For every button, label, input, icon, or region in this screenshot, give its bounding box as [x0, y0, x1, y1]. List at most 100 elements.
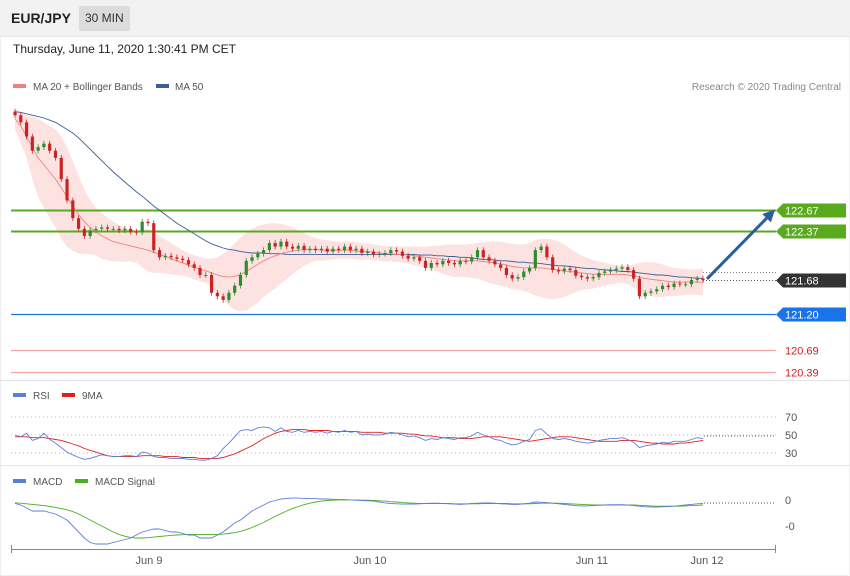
rsi-legend-label: RSI [33, 391, 50, 402]
candle-body [198, 267, 202, 276]
forecast-arrow [705, 209, 775, 281]
candle-body [53, 150, 58, 158]
candle-body [250, 257, 254, 261]
candle-body [337, 248, 341, 251]
ma20-legend-label: MA 20 + Bollinger Bands [33, 82, 143, 93]
candle-body [105, 227, 110, 229]
candle-body [314, 248, 318, 251]
research-credit: Research © 2020 Trading Central [692, 82, 841, 93]
candle-body [163, 255, 167, 258]
candle-body [632, 270, 636, 279]
candle-body [129, 228, 133, 232]
candle-body [42, 143, 46, 148]
candle-body [701, 278, 705, 280]
candle-body [412, 257, 416, 259]
candle-body [134, 231, 139, 233]
candle-body [562, 268, 566, 272]
candle-body [481, 250, 485, 258]
candle-body [551, 257, 555, 271]
candle-body [684, 284, 688, 286]
macd-legend-swatch [13, 479, 26, 483]
ma20-line [14, 118, 703, 283]
candle-body [342, 246, 347, 251]
candle-body [100, 227, 104, 229]
rsi-ma-line [15, 429, 704, 459]
candle-body [377, 253, 381, 255]
candle-body [637, 278, 641, 297]
candle-body [267, 243, 271, 251]
candle-body [695, 278, 699, 280]
candle-body [169, 255, 173, 258]
level-tag-122-37: 122.37 [785, 227, 819, 239]
candle-body [331, 248, 335, 252]
candle-body [643, 292, 647, 297]
candle-body [238, 275, 243, 286]
candle-body [360, 248, 364, 253]
candle-body [470, 257, 474, 262]
candle-body [510, 275, 514, 279]
candle-body [383, 252, 387, 254]
rsi-tick-70: 70 [785, 412, 797, 424]
candle-body [545, 246, 549, 258]
forecast-arrow-shaft [705, 217, 768, 281]
candle-body [499, 264, 503, 268]
candle-body [209, 275, 214, 293]
candle-body [603, 271, 607, 273]
candle-body [672, 283, 676, 288]
rsi-legend-swatch [13, 393, 26, 397]
candle-body [458, 260, 462, 265]
ma50-legend-swatch [156, 84, 169, 88]
price-panel: MA 20 + Bollinger Bands MA 50 Research ©… [11, 82, 846, 380]
timeframe-button[interactable]: 30 MIN [79, 6, 130, 31]
candle-body [649, 291, 653, 293]
candle-body [279, 241, 283, 247]
chart-border [0, 36, 850, 576]
candle-body [429, 262, 433, 268]
candle-body [591, 277, 595, 279]
macd-tick-zero: 0 [785, 495, 791, 507]
candle-body [354, 248, 358, 251]
candle-body [146, 221, 150, 224]
candle-body [418, 257, 422, 261]
level-tag-121-20-box [776, 307, 846, 322]
ma50-legend-label: MA 50 [175, 82, 204, 93]
candle-body [475, 250, 480, 258]
candle-body [423, 260, 428, 268]
candle-body [65, 179, 69, 201]
candle-body [244, 260, 248, 276]
level-tag-120-69: 120.69 [785, 346, 819, 358]
candle-body [256, 253, 260, 258]
candle-body [325, 248, 329, 252]
candle-body [262, 250, 266, 254]
candle-body [88, 230, 92, 236]
macd-legend-label: MACD [33, 477, 62, 488]
x-label-jun9: Jun 9 [136, 555, 163, 567]
macd-panel: MACD MACD Signal 0 -0 [13, 477, 795, 545]
candle-body [319, 248, 324, 251]
candle-body [215, 292, 219, 297]
candle-body [614, 268, 618, 271]
candle-body [666, 285, 670, 288]
rsi-tick-50: 50 [785, 430, 797, 442]
candle-body [435, 262, 439, 265]
forecast-arrow-head [762, 209, 775, 223]
level-tag-120-39: 120.39 [785, 368, 819, 380]
candle-body [689, 279, 694, 285]
candle-body [493, 260, 497, 265]
candle-body [556, 270, 561, 272]
level-tag-122-37-box [776, 224, 846, 239]
candle-body [568, 268, 572, 271]
candle-body [366, 251, 370, 253]
time-axis: Jun 9 Jun 10 Jun 11 Jun 12 [11, 545, 776, 567]
level-lines: 122.67 122.37 121.68 121.20 120.69 120.39 [11, 203, 846, 380]
candle-body [389, 250, 393, 253]
symbol-title: EUR/JPY [11, 10, 71, 26]
candle-body [400, 251, 404, 256]
x-label-jun12: Jun 12 [690, 555, 723, 567]
candle-body [585, 277, 589, 279]
candle-body [660, 285, 665, 290]
candle-body [678, 283, 682, 285]
candle-body [233, 285, 237, 293]
current-price-label: 121.68 [785, 276, 819, 288]
